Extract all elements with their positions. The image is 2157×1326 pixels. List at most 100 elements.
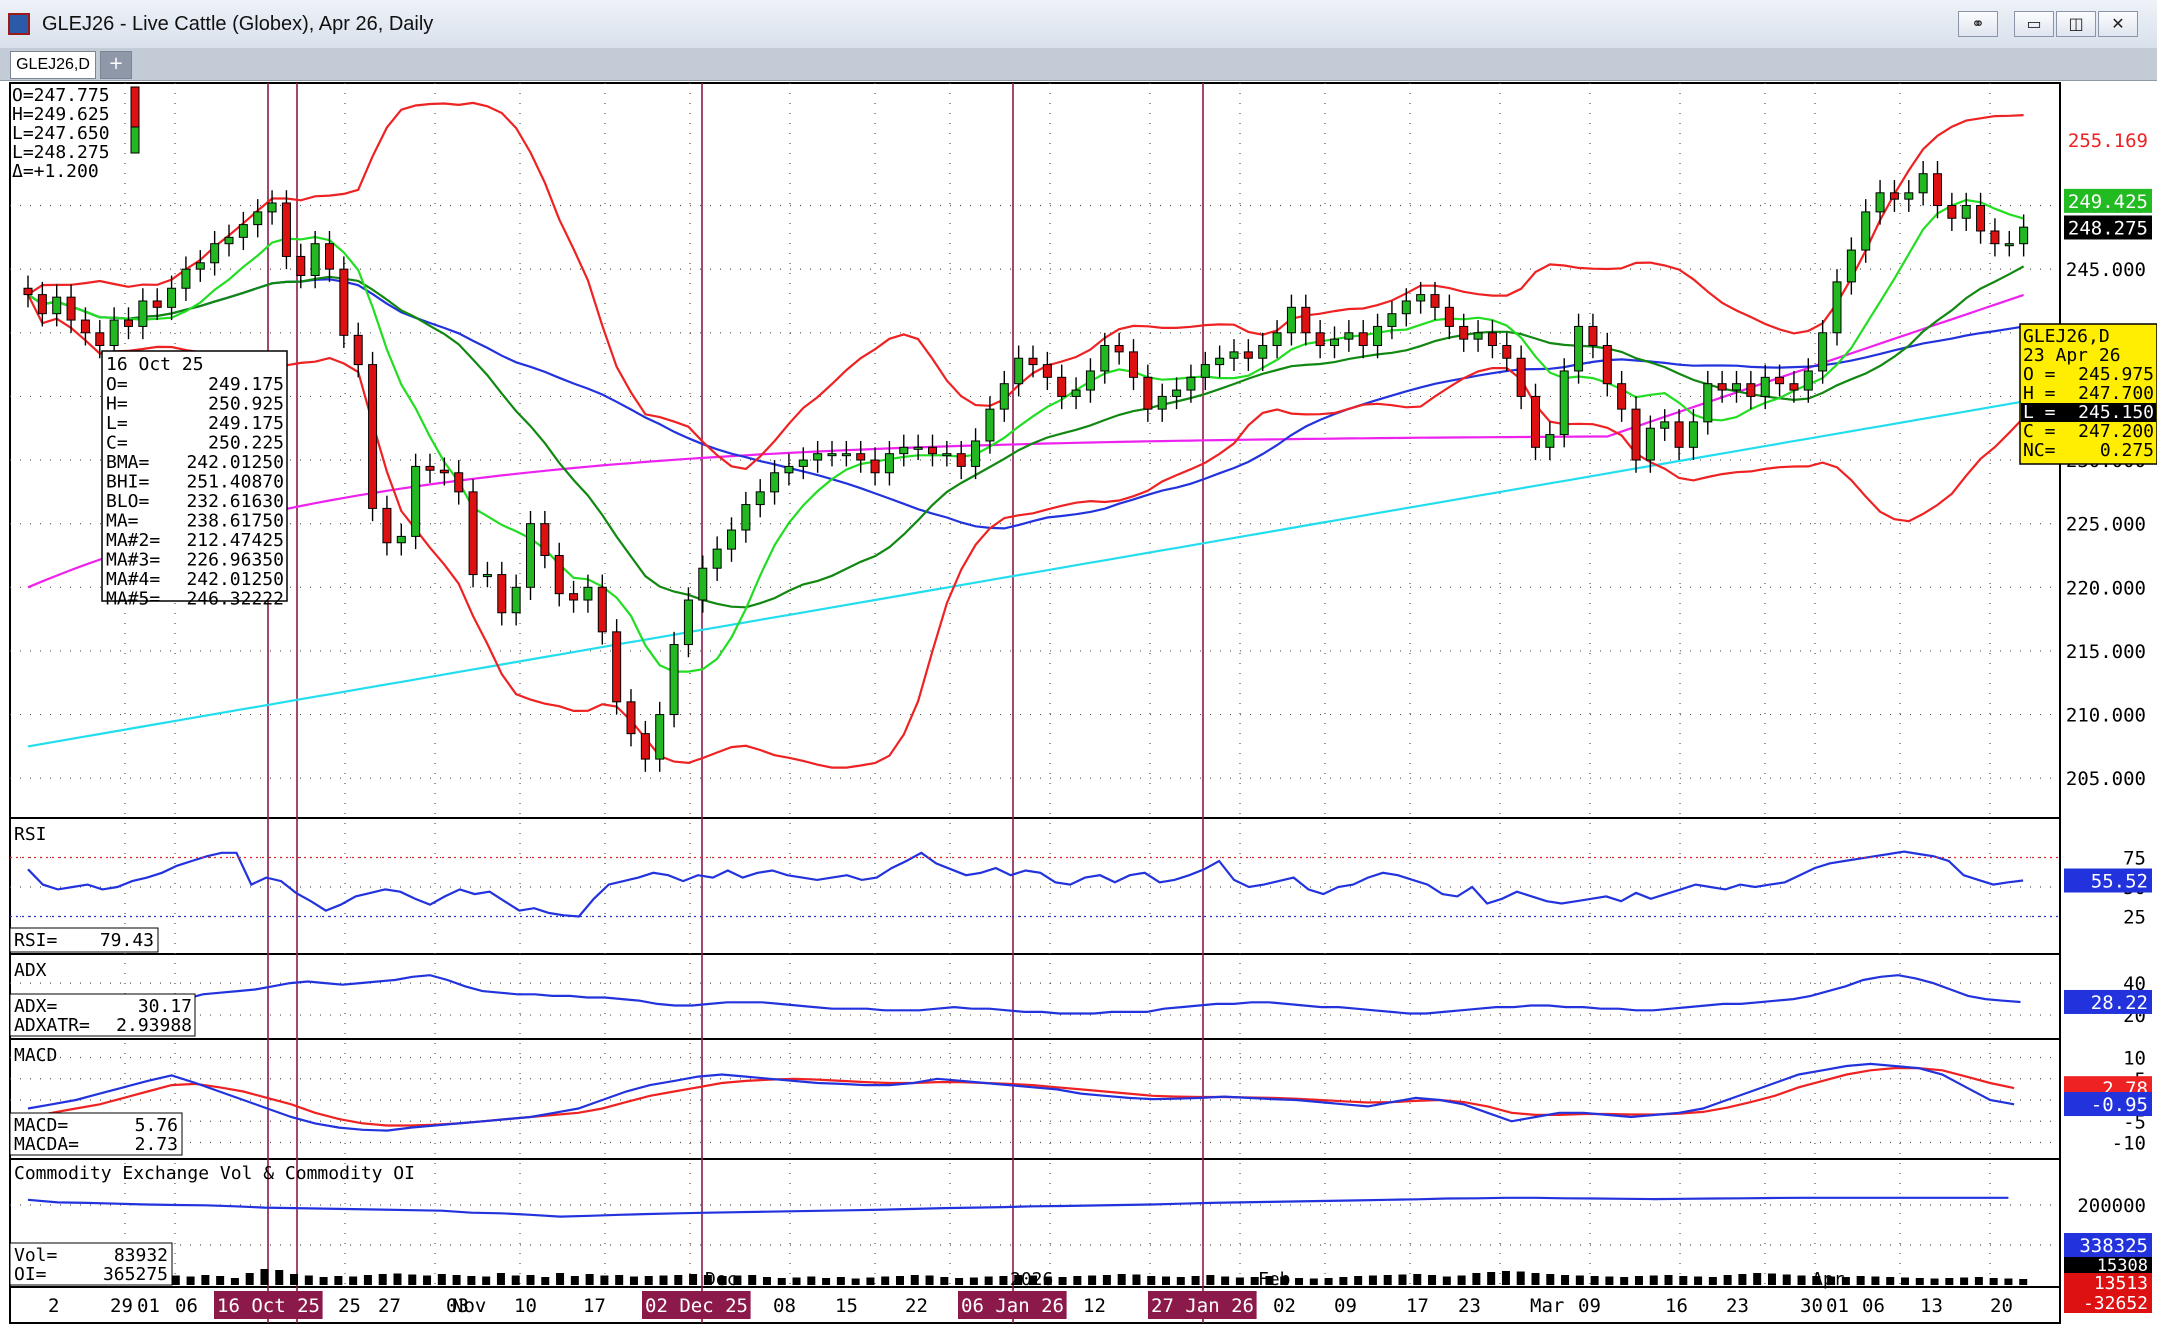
candle-body: [1330, 338, 1339, 347]
hover-row-value: 250.925: [208, 394, 284, 415]
volume-bar: [304, 1275, 313, 1285]
volume-bar: [1147, 1276, 1156, 1285]
hover-row-value: 212.47425: [186, 530, 284, 551]
candle-body: [124, 319, 133, 327]
candle-body: [1703, 383, 1713, 423]
candle-body: [339, 268, 349, 336]
volume-bar: [1723, 1275, 1732, 1285]
candle-body: [1229, 351, 1239, 359]
date-axis-label: 09: [1578, 1295, 1601, 1317]
candle-body: [1746, 383, 1756, 397]
link-icon[interactable]: ⚭: [1958, 11, 1998, 37]
candle-body: [152, 300, 162, 308]
volume-bar: [881, 1276, 890, 1285]
candle-body: [1645, 427, 1655, 461]
date-axis-label: 09: [1334, 1295, 1357, 1317]
volume-bar: [408, 1274, 417, 1285]
rsi-title: RSI: [14, 824, 47, 845]
adx-line: [27, 974, 2021, 1015]
volume-bar: [1354, 1276, 1363, 1285]
candle-body: [267, 202, 277, 213]
candle-body: [497, 574, 507, 614]
vol-readout-label: Vol=: [14, 1245, 58, 1266]
candle-body: [526, 523, 535, 588]
last-bar-row-label: H =: [2023, 383, 2056, 404]
candle-body: [1832, 281, 1842, 334]
macd-readout-box: [9, 1112, 183, 1156]
date-highlight-bg: [958, 1291, 1067, 1319]
volume-bar: [511, 1275, 520, 1285]
ohlc-readout-row: L=248.275: [12, 142, 110, 163]
volume-bar: [1605, 1276, 1614, 1285]
rsi-readout-box: [9, 927, 159, 953]
volume-bar: [733, 1275, 742, 1285]
volume-bar: [230, 1278, 239, 1285]
volume-bar: [762, 1277, 771, 1285]
volume-bar: [1738, 1274, 1747, 1285]
volume-bar: [851, 1278, 860, 1285]
date-axis-label: 29: [110, 1295, 133, 1317]
volume-bar: [1753, 1273, 1762, 1285]
vol-value-bg: [2064, 1273, 2152, 1293]
vol-value-label: 13513: [2094, 1273, 2148, 1294]
hover-row-value: 226.96350: [186, 550, 284, 571]
adx-readout-value: 30.17: [138, 996, 192, 1017]
last-bar-row-value: 0.275: [2100, 440, 2154, 461]
close-button[interactable]: ✕: [2098, 11, 2138, 37]
candle-body: [1157, 395, 1167, 410]
volume-bar: [393, 1273, 402, 1285]
ohlc-mini-candle-red: [130, 86, 140, 128]
ohlc-readout-row: H=249.625: [12, 104, 110, 125]
candle-body: [841, 453, 851, 457]
hover-row-value: 238.61750: [186, 511, 284, 532]
macd-readout-value: 2.73: [135, 1134, 178, 1155]
bollinger-upper-line: [27, 101, 2024, 471]
hover-row-label: O=: [106, 374, 128, 395]
add-tab-button[interactable]: +: [100, 51, 132, 79]
candle-body: [827, 453, 837, 457]
volume-bar: [1930, 1278, 1939, 1285]
last-bar-row-value: 247.200: [2078, 421, 2154, 442]
ma-cyan-line: [27, 400, 2024, 748]
volume-bar: [955, 1278, 964, 1285]
window-title: GLEJ26 - Live Cattle (Globex), Apr 26, D…: [42, 12, 434, 35]
volume-bar: [1442, 1276, 1451, 1285]
candle-body: [1272, 332, 1282, 347]
chart-area[interactable]: 205.000210.000215.000220.000225.000230.0…: [0, 81, 2157, 1326]
candle-body: [985, 408, 995, 442]
volume-bar: [1295, 1278, 1304, 1285]
candle-body: [80, 319, 90, 334]
candle-body: [1947, 205, 1957, 219]
candle-body: [511, 586, 521, 614]
candle-body: [1602, 345, 1612, 385]
date-axis-label: 25: [338, 1295, 361, 1317]
candle-body: [1344, 332, 1354, 340]
volume-bar: [1708, 1277, 1717, 1285]
candle-body: [612, 631, 622, 703]
volume-bar: [1117, 1274, 1126, 1285]
neg-value-bg: [2064, 1293, 2152, 1313]
candle-body: [1243, 351, 1253, 359]
candle-body: [1732, 383, 1741, 391]
candle-body: [2019, 226, 2029, 245]
macd-current-label: -0.95: [2091, 1094, 2148, 1116]
app-icon: [8, 13, 30, 35]
tab-chart[interactable]: GLEJ26,D: [10, 51, 96, 79]
volume-bar: [1014, 1275, 1023, 1285]
macd-readout-value: 5.76: [135, 1115, 178, 1136]
chart-svg[interactable]: 205.000210.000215.000220.000225.000230.0…: [0, 81, 2157, 1326]
restore-button[interactable]: ◫: [2056, 11, 2096, 37]
minimize-button[interactable]: ▭: [2014, 11, 2054, 37]
adx-tick-label: 40: [2123, 973, 2146, 995]
candle-body: [1875, 192, 1885, 213]
volume-bar: [1043, 1276, 1052, 1285]
volume-bar: [171, 1275, 180, 1285]
date-axis-label: 22: [905, 1295, 928, 1317]
candle-body: [770, 472, 780, 493]
last-bar-row-value: 245.150: [2078, 402, 2154, 423]
bb-upper-price-label: 255.169: [2068, 130, 2148, 152]
oi-current-label: 338325: [2079, 1235, 2148, 1257]
candle-body: [23, 287, 33, 296]
vol-small-label: 15308: [2097, 1256, 2148, 1276]
candle-body: [1574, 325, 1584, 372]
